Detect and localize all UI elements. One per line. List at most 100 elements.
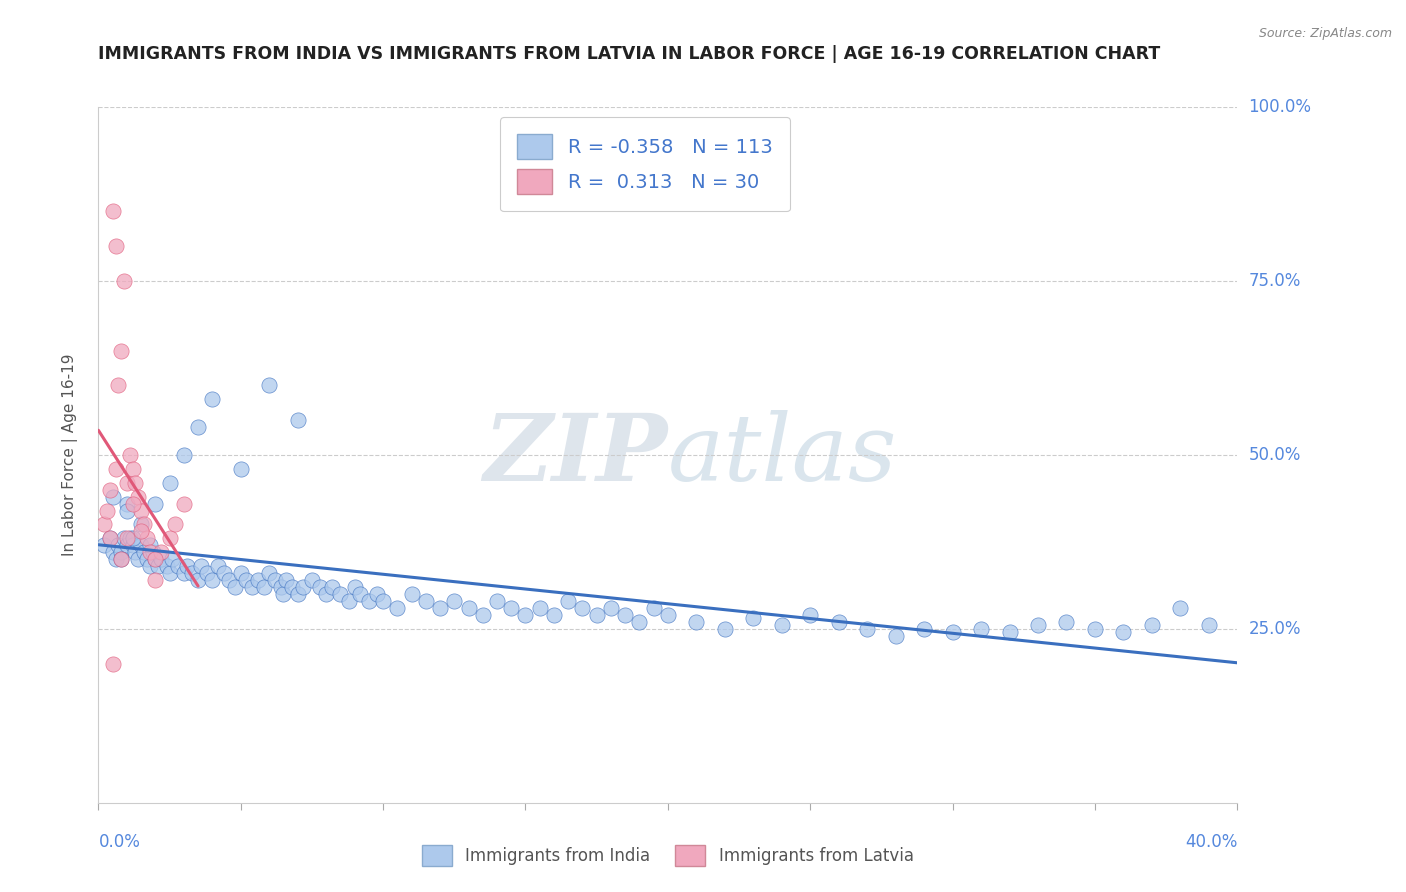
Point	[828, 615, 851, 629]
Point	[309, 580, 332, 594]
Point	[543, 607, 565, 622]
Point	[181, 566, 204, 581]
Point	[770, 618, 793, 632]
Point	[742, 611, 765, 625]
Point	[104, 239, 127, 253]
Point	[159, 566, 181, 581]
Point	[337, 594, 360, 608]
Point	[600, 601, 623, 615]
Point	[486, 594, 509, 608]
Point	[292, 580, 315, 594]
Point	[138, 538, 160, 552]
Point	[115, 532, 138, 546]
Point	[246, 573, 269, 587]
Point	[115, 475, 138, 490]
Point	[107, 538, 129, 552]
Point	[287, 413, 309, 427]
Point	[129, 503, 152, 517]
Point	[141, 545, 163, 559]
Y-axis label: In Labor Force | Age 16-19: In Labor Force | Age 16-19	[62, 353, 77, 557]
Point	[287, 587, 309, 601]
Point	[129, 517, 152, 532]
Point	[112, 532, 135, 546]
Point	[148, 559, 170, 574]
Point	[1198, 618, 1220, 632]
Point	[190, 559, 212, 574]
Point	[145, 552, 167, 566]
Point	[101, 490, 124, 504]
Point	[443, 594, 465, 608]
Point	[235, 573, 257, 587]
Point	[349, 587, 371, 601]
Point	[366, 587, 388, 601]
Point	[173, 566, 195, 581]
Point	[118, 448, 141, 462]
Text: 75.0%: 75.0%	[1249, 272, 1301, 290]
Point	[614, 607, 637, 622]
Point	[571, 601, 593, 615]
Point	[101, 545, 124, 559]
Point	[685, 615, 707, 629]
Point	[145, 552, 167, 566]
Point	[628, 615, 651, 629]
Point	[104, 462, 127, 476]
Point	[129, 524, 152, 539]
Point	[173, 497, 195, 511]
Point	[110, 552, 132, 566]
Point	[259, 566, 281, 581]
Point	[159, 475, 181, 490]
Point	[212, 566, 235, 581]
Point	[273, 587, 295, 601]
Point	[96, 503, 118, 517]
Point	[457, 601, 479, 615]
Point	[138, 559, 160, 574]
Point	[1026, 618, 1049, 632]
Text: 25.0%: 25.0%	[1249, 620, 1301, 638]
Point	[259, 378, 281, 392]
Text: 50.0%: 50.0%	[1249, 446, 1301, 464]
Point	[585, 607, 607, 622]
Point	[252, 580, 274, 594]
Point	[415, 594, 437, 608]
Point	[145, 573, 167, 587]
Point	[998, 625, 1021, 640]
Point	[270, 580, 292, 594]
Point	[165, 517, 187, 532]
Point	[187, 420, 209, 434]
Point	[98, 532, 121, 546]
Point	[150, 552, 173, 566]
Point	[373, 594, 395, 608]
Point	[176, 559, 198, 574]
Point	[156, 559, 179, 574]
Point	[167, 559, 190, 574]
Point	[224, 580, 246, 594]
Point	[401, 587, 423, 601]
Point	[121, 462, 143, 476]
Point	[98, 532, 121, 546]
Legend: Immigrants from India, Immigrants from Latvia: Immigrants from India, Immigrants from L…	[413, 837, 922, 874]
Point	[201, 573, 224, 587]
Point	[115, 503, 138, 517]
Text: IMMIGRANTS FROM INDIA VS IMMIGRANTS FROM LATVIA IN LABOR FORCE | AGE 16-19 CORRE: IMMIGRANTS FROM INDIA VS IMMIGRANTS FROM…	[98, 45, 1161, 62]
Point	[799, 607, 821, 622]
Point	[98, 483, 121, 497]
Point	[218, 573, 240, 587]
Point	[107, 378, 129, 392]
Point	[643, 601, 665, 615]
Point	[357, 594, 380, 608]
Point	[1084, 622, 1107, 636]
Point	[387, 601, 409, 615]
Point	[884, 629, 907, 643]
Point	[173, 448, 195, 462]
Point	[138, 545, 160, 559]
Point	[135, 532, 157, 546]
Point	[856, 622, 879, 636]
Point	[321, 580, 343, 594]
Text: 100.0%: 100.0%	[1249, 98, 1312, 116]
Point	[281, 580, 304, 594]
Point	[195, 566, 218, 581]
Point	[276, 573, 298, 587]
Point	[132, 545, 155, 559]
Point	[110, 343, 132, 358]
Point	[112, 274, 135, 288]
